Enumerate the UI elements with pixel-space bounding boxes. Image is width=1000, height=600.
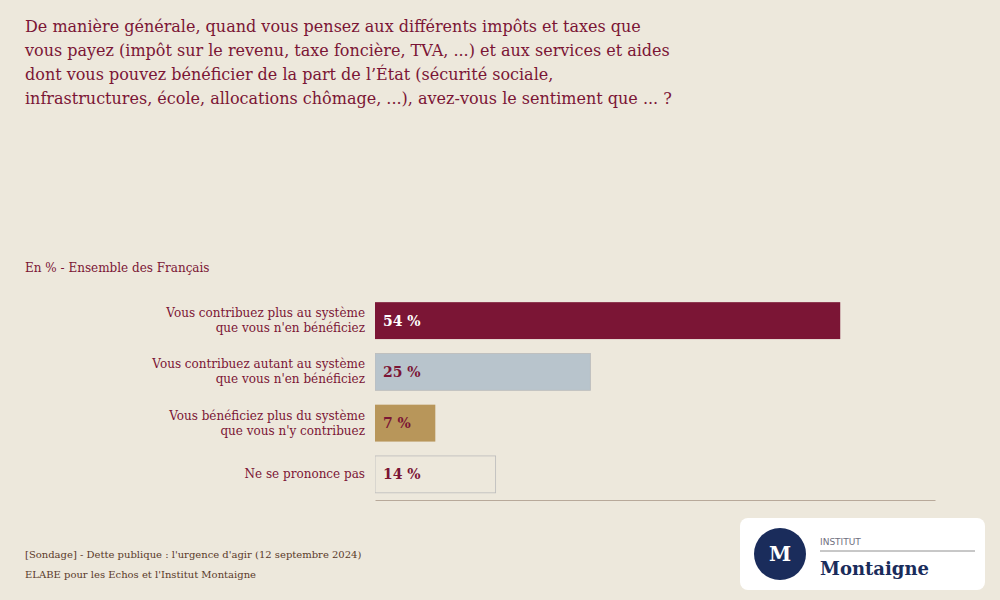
data-label: 7 %: [383, 415, 411, 431]
x-axis: [376, 500, 936, 501]
category-label: Vous contribuez plus au systèmeque vous …: [165, 306, 365, 335]
footer: ELABE pour les Echos et l'Institut Monta…: [25, 569, 256, 580]
bars: [375, 302, 840, 493]
bar: [375, 456, 496, 493]
chart: De manière générale, quand vous pensez a…: [0, 0, 1000, 600]
logo-text: INSTITUT: [820, 537, 861, 547]
bar: [375, 302, 840, 339]
logo-text: Montaigne: [820, 558, 929, 579]
category-label: Vous bénéficiez plus du systèmeque vous …: [168, 409, 365, 438]
data-label: 25 %: [383, 364, 421, 380]
logo-card: [740, 518, 985, 590]
logo: M INSTITUT Montaigne: [740, 518, 985, 590]
logo-rule: [820, 551, 975, 552]
data-label: 54 %: [383, 313, 421, 329]
bar: [375, 353, 590, 390]
category-labels: Vous contribuez plus au systèmeque vous …: [151, 306, 365, 481]
subtitle: En % - Ensemble des Français: [25, 261, 210, 275]
category-label: Ne se prononce pas: [245, 467, 365, 481]
logo-circle: [754, 528, 806, 580]
title: De manière générale, quand vous pensez a…: [24, 17, 672, 108]
background: [0, 0, 1000, 600]
category-label: Vous contribuez autant au systèmeque vou…: [151, 357, 365, 386]
logo-letter: M: [769, 542, 791, 566]
axis-line: [376, 500, 936, 501]
footer: [Sondage] - Dette publique : l'urgence d…: [25, 549, 361, 560]
data-label: 14 %: [383, 466, 421, 482]
bar: [375, 405, 435, 442]
data-labels: 54 % 25 % 7 % 14 %: [383, 313, 421, 483]
